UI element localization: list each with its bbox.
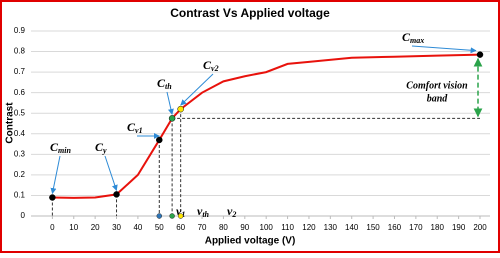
- x-tick-label: 20: [91, 223, 100, 232]
- y-tick-label: 0.1: [14, 191, 26, 200]
- band-label: Comfort vision: [406, 80, 468, 91]
- x-tick-label: 10: [69, 223, 78, 232]
- chart-title: Contrast Vs Applied voltage: [170, 6, 330, 20]
- y-tick-label: 0.2: [14, 170, 26, 179]
- x-tick-label: 90: [240, 223, 249, 232]
- highlight-point: [178, 106, 184, 112]
- x-tick-label: 50: [155, 223, 164, 232]
- annotation-sub: min: [58, 146, 71, 155]
- y-tick-label: 0.6: [14, 88, 26, 97]
- x-tick-label: 140: [345, 223, 359, 232]
- axis-point: [178, 214, 183, 219]
- x-tick-label: 40: [133, 223, 142, 232]
- y-tick-label: 0.8: [14, 47, 26, 56]
- annotation-sub: th: [165, 82, 172, 91]
- x-tick-label: 130: [324, 223, 338, 232]
- annotation-sub: v2: [211, 64, 219, 73]
- highlight-point: [477, 52, 483, 58]
- y-tick-label: 0: [21, 211, 26, 220]
- x-tick-label: 110: [281, 223, 294, 232]
- frame: [1, 1, 499, 252]
- x-tick-label: 160: [388, 223, 402, 232]
- x-tick-label: 120: [302, 223, 316, 232]
- x-tick-label: 0: [50, 223, 55, 232]
- x-tick-label: 200: [473, 223, 487, 232]
- x-tick-label: 60: [176, 223, 185, 232]
- axis-point: [157, 214, 162, 219]
- annotation-sub: y: [102, 146, 107, 155]
- x-tick-label: 100: [260, 223, 274, 232]
- highlight-point: [156, 137, 162, 143]
- annotation-sub: th: [202, 210, 209, 219]
- annotation-sub: max: [410, 36, 424, 45]
- highlight-point: [114, 191, 120, 197]
- y-tick-label: 0.3: [14, 149, 26, 158]
- x-axis-label: Applied voltage (V): [205, 236, 296, 247]
- annotation-sub: 2: [231, 210, 236, 219]
- y-tick-label: 0.7: [14, 67, 26, 76]
- x-tick-label: 170: [409, 223, 423, 232]
- x-tick-label: 190: [452, 223, 466, 232]
- y-tick-label: 0.5: [14, 108, 26, 117]
- y-tick-label: 0.4: [14, 129, 26, 138]
- highlight-point: [49, 195, 55, 201]
- highlight-point: [169, 115, 175, 121]
- x-tick-label: 80: [219, 223, 228, 232]
- x-tick-label: 30: [112, 223, 121, 232]
- band-label: band: [427, 93, 449, 104]
- axis-point: [170, 214, 175, 219]
- y-tick-label: 0.9: [14, 26, 26, 35]
- x-tick-label: 150: [366, 223, 380, 232]
- x-tick-label: 180: [431, 223, 445, 232]
- annotation-sub: v1: [135, 126, 143, 135]
- x-tick-label: 70: [198, 223, 207, 232]
